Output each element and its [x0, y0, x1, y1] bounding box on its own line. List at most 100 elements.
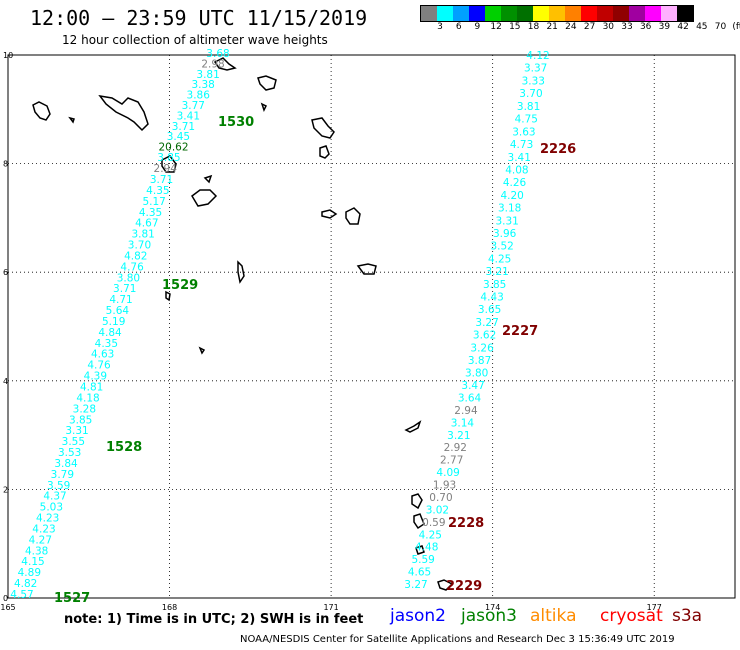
legend-label: 27 — [583, 22, 596, 32]
swh-value: 3.81 — [196, 69, 219, 81]
swh-value: 4.82 — [124, 250, 147, 262]
swh-value: 3.63 — [512, 126, 535, 138]
swh-value: 3.62 — [473, 330, 496, 342]
island-outline — [415, 545, 425, 555]
legend-label: 70 — [714, 22, 727, 32]
swh-value: 3.31 — [65, 425, 88, 437]
swh-value: 4.71 — [109, 294, 132, 306]
swh-value: 3.26 — [470, 342, 494, 354]
swh-value: 3.21 — [485, 266, 508, 278]
legend-label: 15 — [509, 22, 521, 32]
island-outline — [411, 493, 423, 510]
swh-value: 3.64 — [458, 392, 482, 404]
legend-swatch — [549, 6, 565, 21]
island-outline — [437, 579, 454, 591]
swh-value: 3.80 — [465, 368, 488, 380]
time-labels: 1527 1528 1529 1530 2226 2227 2228 2229 — [54, 115, 576, 606]
altimeter-tracks: 4.574.824.894.154.384.274.234.235.034.37… — [10, 48, 549, 601]
swh-value: 4.35 — [139, 207, 162, 219]
swh-value: 3.77 — [182, 100, 205, 112]
swh-value: 3.18 — [498, 203, 521, 215]
swh-value: 3.80 — [117, 272, 140, 284]
swh-value: 4.25 — [488, 253, 511, 265]
swh-value: 4.63 — [91, 349, 114, 361]
legend-swatch — [613, 6, 629, 21]
swh-value: 3.85 — [157, 152, 180, 164]
swh-value: 3.41 — [508, 152, 531, 164]
legend-swatch — [629, 6, 645, 21]
legend-swatch — [645, 6, 661, 21]
swh-value: 4.43 — [480, 292, 503, 304]
island-outline — [413, 513, 425, 530]
swh-value: 3.86 — [187, 90, 211, 102]
swh-value: 5.19 — [102, 316, 125, 328]
swh-value: 5.64 — [106, 305, 130, 317]
swh-value: 2.94 — [454, 405, 478, 417]
legend-label: 21 — [546, 22, 558, 32]
swh-value: 4.35 — [146, 185, 169, 197]
legend-label: 39 — [658, 22, 671, 32]
legend-label: 12 — [490, 22, 502, 32]
swh-value: 3.37 — [524, 63, 547, 75]
islands-layer — [32, 57, 454, 591]
swh-value: 3.31 — [495, 215, 518, 227]
swh-value: 2.94 — [154, 163, 178, 175]
legend-swatch — [437, 6, 453, 21]
map-frame — [7, 54, 736, 599]
satellite-jason3: jason3 — [461, 606, 517, 626]
swh-value: 3.71 — [172, 121, 195, 133]
island-outline — [404, 420, 422, 433]
swh-value: 3.65 — [478, 304, 501, 316]
lon-tick-label: 165 — [0, 603, 15, 612]
swh-value: 20.62 — [158, 142, 188, 154]
swh-value: 4.73 — [510, 139, 533, 151]
swh-value: 4.27 — [29, 534, 52, 546]
swh-value: 3.27 — [475, 317, 498, 329]
legend-label: 9 — [474, 22, 481, 32]
swh-value: 3.84 — [54, 458, 78, 470]
legend-label: 42 — [677, 22, 689, 32]
swh-value: 4.65 — [408, 567, 431, 579]
swh-value: 3.47 — [461, 380, 484, 392]
legend-swatch — [453, 6, 469, 21]
swh-value: 3.68 — [206, 48, 229, 60]
swh-value: 3.85 — [69, 414, 92, 426]
swh-value: 3.14 — [451, 417, 475, 429]
swh-value: 3.21 — [447, 430, 470, 442]
lon-tick-label: 177 — [647, 603, 662, 612]
pass-time-label: 1527 — [54, 591, 90, 606]
swh-value: 2.98 — [201, 58, 224, 70]
swh-value: 3.52 — [490, 241, 513, 253]
island-outline — [165, 290, 171, 302]
swh-value: 5.17 — [142, 196, 165, 208]
track-2226-2229: 3.274.655.594.484.250.593.020.701.934.09… — [404, 50, 549, 591]
legend-swatch — [661, 6, 677, 21]
legend-swatch — [517, 6, 533, 21]
island-outline — [98, 94, 149, 132]
swh-value: 4.67 — [135, 218, 158, 230]
pass-time-label: 2228 — [448, 516, 484, 531]
lat-tick-label: 2 — [3, 485, 8, 494]
legend-label: 30 — [602, 22, 615, 32]
map-title: 12:00 – 23:59 UTC 11/15/2019 — [30, 6, 368, 30]
lon-tick-label: 168 — [162, 603, 177, 612]
legend-swatch — [533, 6, 549, 21]
island-outline — [203, 174, 213, 184]
swh-value: 3.71 — [150, 174, 173, 186]
swh-value: 2.92 — [444, 442, 467, 454]
swh-value: 5.03 — [40, 502, 63, 514]
island-outline — [191, 189, 218, 207]
swh-value: 3.28 — [73, 403, 96, 415]
legend-label: 18 — [527, 22, 540, 32]
swh-value: 0.70 — [429, 492, 452, 504]
swh-value: 4.75 — [515, 114, 538, 126]
lat-tick-label: 8 — [3, 160, 8, 169]
lon-tick-label: 171 — [323, 603, 338, 612]
legend-swatch — [565, 6, 581, 21]
legend-swatch — [677, 6, 693, 21]
swh-value: 3.27 — [404, 579, 427, 591]
swh-value: 3.81 — [517, 101, 540, 113]
lat-tick-label: 0 — [3, 594, 8, 603]
